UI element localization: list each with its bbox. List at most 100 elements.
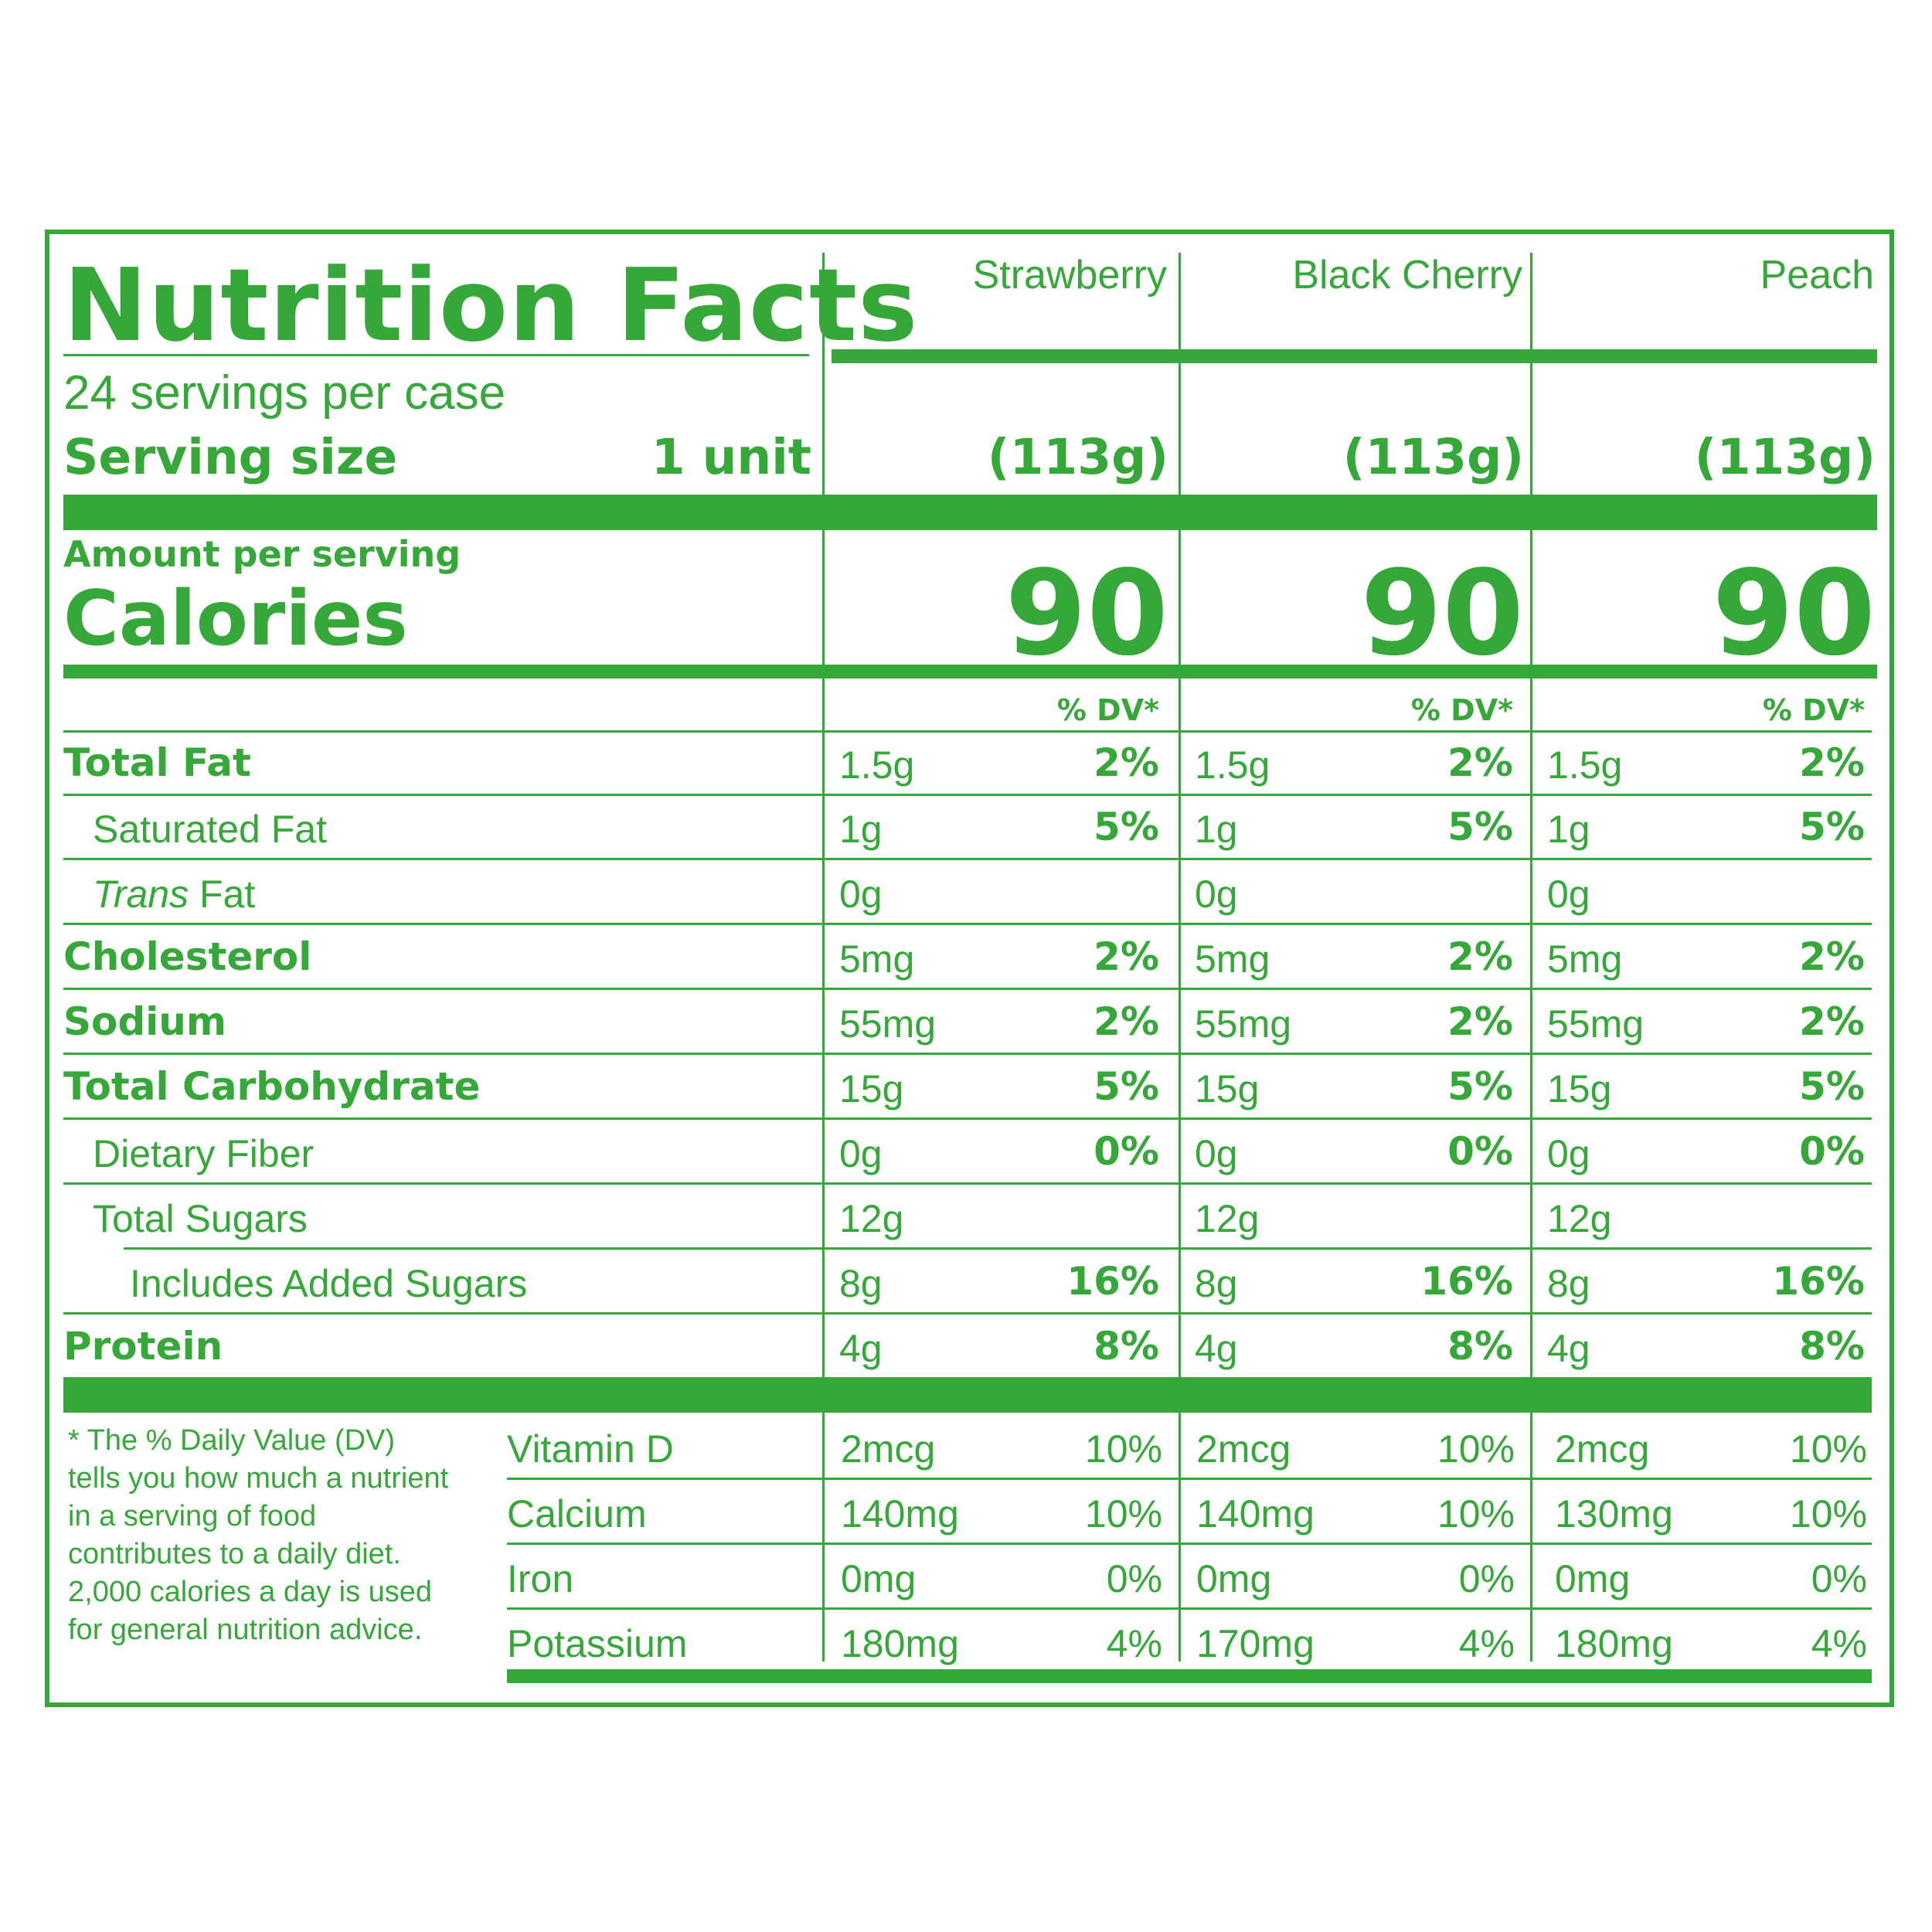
product-name-black-cherry: Black Cherry: [1292, 253, 1522, 298]
nutrient-dv: 8%: [1799, 1324, 1865, 1369]
vitamin-amount: 2mcg: [1196, 1427, 1291, 1471]
servings-per-container: 24 servings per case: [63, 366, 506, 420]
nutrient-amount: 12g: [839, 1197, 904, 1240]
product-header-bar: [832, 349, 1877, 363]
nutrient-dv: 2%: [1094, 999, 1159, 1044]
nutrient-amount: 4g: [1195, 1327, 1238, 1370]
nutrient-dv: 8%: [1447, 1324, 1513, 1369]
dv-header-black-cherry: % DV*: [1410, 693, 1513, 727]
nutrient-dv: 5%: [1447, 804, 1513, 849]
vitamin-dv: 10%: [1084, 1492, 1162, 1536]
vitamin-dv: 0%: [1106, 1557, 1162, 1600]
nutrient-amount: 55mg: [1195, 1002, 1292, 1046]
daily-value-footnote: * The % Daily Value (DV) tells you how m…: [68, 1424, 449, 1646]
vitamin-amount: 140mg: [841, 1492, 959, 1536]
nutrient-dv: 0%: [1094, 1129, 1159, 1174]
column-divider-2: [1179, 253, 1181, 1662]
nutrient-amount: 1.5g: [1195, 743, 1270, 787]
nutrient-amount: 8g: [1547, 1262, 1590, 1305]
thick-divider-top: [63, 495, 1877, 530]
vitamin-dv: 10%: [1084, 1427, 1162, 1471]
serving-weight-peach: (113g): [1694, 429, 1876, 485]
nutrient-amount: 0g: [839, 872, 883, 916]
nutrient-label-trans-fat: Trans Fat: [93, 875, 255, 913]
vitamin-amount: 130mg: [1555, 1492, 1673, 1536]
nutrient-amount: 5mg: [839, 937, 915, 981]
nutrient-dv: 0%: [1799, 1129, 1865, 1174]
row-rule: [63, 858, 1872, 860]
nutrient-label-total-fat: Total Fat: [63, 740, 251, 785]
nutrient-dv: 2%: [1447, 999, 1513, 1044]
row-rule: [507, 1607, 1872, 1610]
dv-header-peach: % DV*: [1762, 693, 1865, 727]
vitamin-dv: 10%: [1789, 1492, 1867, 1536]
serving-size-value: 1 unit: [651, 429, 811, 485]
row-rule: [63, 923, 1872, 925]
vitamin-dv: 4%: [1106, 1622, 1162, 1665]
nutrition-facts-label: [45, 230, 1894, 1707]
calories-peach: 90: [1712, 545, 1876, 682]
nutrient-amount: 12g: [1547, 1197, 1612, 1240]
vitamin-dv: 10%: [1437, 1427, 1515, 1471]
nutrient-label-protein: Protein: [63, 1324, 223, 1369]
serving-weight-strawberry: (113g): [987, 429, 1168, 485]
nutrient-dv: 5%: [1799, 804, 1865, 849]
nutrient-amount: 8g: [1195, 1262, 1238, 1305]
vitamin-amount: 2mcg: [841, 1427, 936, 1471]
column-divider-3: [1530, 253, 1532, 1662]
nutrient-dv: 2%: [1799, 999, 1865, 1044]
vitamin-amount: 180mg: [841, 1622, 959, 1665]
row-rule: [63, 1312, 1872, 1315]
nutrient-amount: 4g: [839, 1327, 883, 1370]
nutrient-amount: 0g: [1195, 1132, 1238, 1175]
nutrient-dv: 2%: [1447, 740, 1513, 785]
product-name-peach: Peach: [1760, 253, 1874, 298]
nutrient-amount: 0g: [839, 1132, 883, 1175]
vitamin-dv: 10%: [1437, 1492, 1515, 1536]
nutrient-dv: 5%: [1094, 1064, 1159, 1109]
nutrient-dv: 16%: [1772, 1259, 1865, 1304]
nutrient-dv: 2%: [1799, 934, 1865, 979]
nutrient-label-added-sugars: Includes Added Sugars: [130, 1262, 528, 1305]
nutrient-label-total-carbohydrate: Total Carbohydrate: [63, 1064, 481, 1109]
amount-per-serving-label: Amount per serving: [63, 533, 461, 575]
nutrient-amount: 15g: [1547, 1067, 1612, 1111]
nutrient-label-dietary-fiber: Dietary Fiber: [93, 1132, 315, 1175]
vitamin-dv: 0%: [1458, 1557, 1515, 1600]
nutrient-dv: 2%: [1447, 934, 1513, 979]
nutrient-label-sodium: Sodium: [63, 999, 226, 1044]
row-rule: [124, 1247, 1872, 1250]
vitamin-amount: 0mg: [1196, 1557, 1272, 1600]
nutrient-amount: 1g: [839, 808, 883, 851]
nutrient-amount: 15g: [839, 1067, 904, 1111]
vitamin-amount: 2mcg: [1555, 1427, 1650, 1471]
vitamin-label-potassium: Potassium: [507, 1622, 688, 1665]
nutrient-dv: 2%: [1094, 740, 1159, 785]
bottom-bar: [507, 1669, 1872, 1683]
nutrient-dv: 16%: [1420, 1259, 1513, 1304]
row-rule: [63, 794, 1872, 796]
vitamin-amount: 0mg: [841, 1557, 917, 1600]
nutrient-amount: 55mg: [839, 1002, 937, 1046]
dv-header-rule: [63, 730, 1872, 733]
row-rule: [507, 1478, 1872, 1480]
nutrient-dv: 5%: [1094, 804, 1159, 849]
nutrient-dv: 2%: [1094, 934, 1159, 979]
calories-label: Calories: [63, 575, 408, 663]
vitamin-amount: 180mg: [1555, 1622, 1673, 1665]
vitamin-label-calcium: Calcium: [507, 1492, 647, 1536]
nutrient-amount: 0g: [1547, 1132, 1590, 1175]
trans-rest: Fat: [189, 872, 256, 916]
vitamin-amount: 140mg: [1196, 1492, 1315, 1536]
calories-black-cherry: 90: [1360, 545, 1524, 682]
nutrition-facts-title: Nutrition Facts: [63, 247, 919, 364]
nutrient-amount: 5mg: [1195, 937, 1270, 981]
nutrient-dv: 0%: [1447, 1129, 1513, 1174]
nutrient-dv: 5%: [1447, 1064, 1513, 1109]
trans-italic: Trans: [93, 872, 189, 916]
row-rule: [63, 1117, 1872, 1120]
vitamin-label-vitamin-d: Vitamin D: [507, 1427, 674, 1471]
nutrient-label-cholesterol: Cholesterol: [63, 934, 312, 979]
nutrient-label-total-sugars: Total Sugars: [93, 1197, 308, 1240]
thick-divider-calories: [63, 665, 1877, 679]
